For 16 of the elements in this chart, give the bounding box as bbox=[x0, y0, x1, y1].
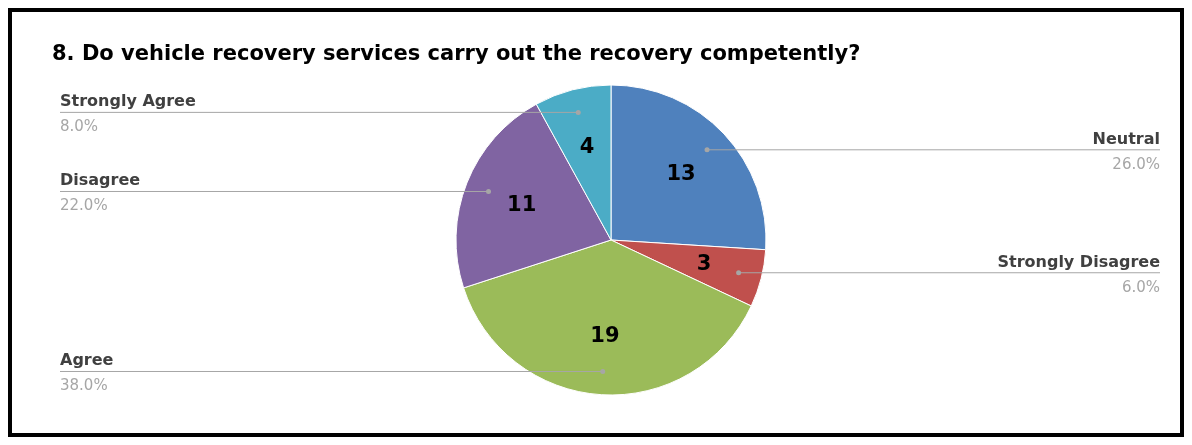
data-label: 3 bbox=[696, 250, 712, 275]
text: 26.0% bbox=[1112, 154, 1160, 173]
slice-label: Disagree bbox=[60, 170, 141, 190]
chart-title: 8. Do vehicle recovery services carry out the recovery competently? bbox=[52, 41, 861, 65]
text: 8.0% bbox=[60, 117, 99, 136]
data-label: 4 bbox=[579, 133, 595, 158]
data-label: 13 bbox=[666, 161, 696, 186]
text: 38.0% bbox=[60, 376, 108, 395]
slice-label: Agree bbox=[60, 350, 114, 370]
data-label: 11 bbox=[507, 191, 537, 216]
data-label: 19 bbox=[590, 322, 620, 347]
slice-label: Neutral bbox=[1092, 128, 1160, 148]
slice-label: Strongly Disagree bbox=[997, 251, 1161, 271]
text: 22.0% bbox=[60, 196, 108, 215]
slice-label: Strongly Agree bbox=[60, 91, 196, 111]
text: 6.0% bbox=[1121, 277, 1160, 296]
